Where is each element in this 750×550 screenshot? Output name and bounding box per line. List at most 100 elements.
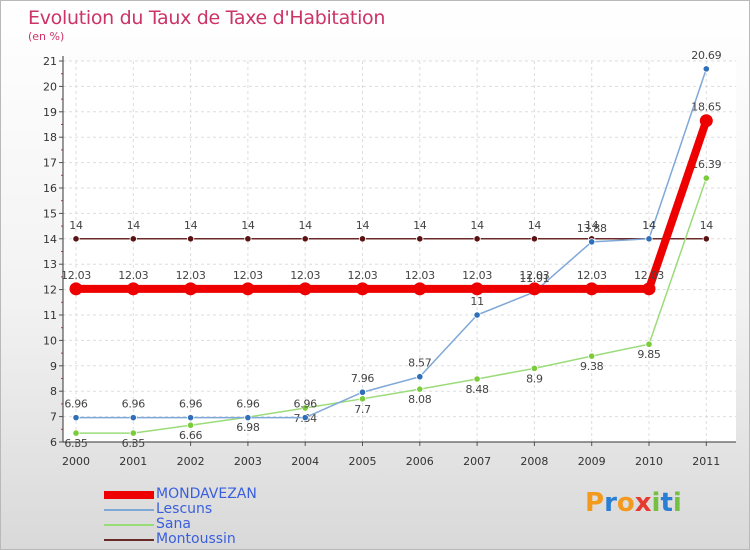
data-label-lescuns: 7.96 [351,372,375,385]
x-tick-label: 2001 [119,455,147,468]
legend-swatch-montoussin [104,539,154,541]
logo-letter: r [604,488,617,518]
data-point-sana [645,340,653,348]
data-label-sana: 6.66 [179,429,203,442]
series-line-lescuns [75,68,708,419]
data-label-montoussin: 14 [298,219,312,232]
data-label-sana: 6.98 [236,421,260,434]
data-label-sana: 9.38 [580,360,604,373]
data-label-montoussin: 14 [470,219,484,232]
data-label-mondavezan: 12.03 [634,269,664,282]
x-tick-label: 2005 [349,455,377,468]
x-tick-label: 2007 [463,455,491,468]
data-point-montoussin [530,235,539,243]
x-tick-label: 2011 [692,455,720,468]
logo-letter: i [672,488,682,518]
data-label-sana: 6.35 [122,437,146,450]
y-tick-label: 14 [43,233,57,246]
logo-letter: P [585,488,605,518]
data-point-lescuns [473,311,481,319]
data-label-sana: 7.7 [354,403,371,416]
y-tick-label: 13 [43,258,57,271]
data-point-mondavezan [126,282,140,296]
data-point-sana [358,395,367,403]
data-label-mondavezan: 18.65 [691,101,721,114]
y-tick-label: 7 [50,411,57,424]
data-point-sana [187,421,195,429]
data-point-lescuns [187,414,195,422]
data-label-lescuns: 13.88 [577,222,607,235]
x-tick-label: 2006 [406,455,434,468]
data-label-montoussin: 14 [356,219,370,232]
data-point-montoussin [416,235,424,243]
data-point-mondavezan [184,282,198,296]
data-label-montoussin: 14 [413,219,427,232]
data-label-mondavezan: 12.03 [118,269,148,282]
data-label-lescuns: 14 [642,219,656,232]
data-label-lescuns: 11.91 [519,272,549,285]
data-point-sana [702,174,710,182]
y-tick-label: 19 [43,106,57,119]
data-label-lescuns: 6.96 [179,398,203,411]
plot-area [63,61,736,442]
data-label-lescuns: 6.96 [236,398,260,411]
data-point-mondavezan [356,282,369,296]
data-point-sana [72,429,80,437]
data-point-montoussin [473,235,481,243]
data-label-sana: 9.85 [637,348,661,361]
legend-label-mondavezan: MONDAVEZAN [156,486,257,502]
legend-label-lescuns: Lescuns [156,501,213,517]
data-label-mondavezan: 12.03 [290,269,320,282]
data-point-lescuns [645,235,653,243]
data-label-lescuns: 6.96 [122,398,146,411]
data-point-lescuns [416,373,424,381]
data-point-sana [588,352,596,360]
x-tick-label: 2008 [520,455,548,468]
data-point-sana [129,429,137,437]
data-point-lescuns [702,65,710,73]
data-label-sana: 8.08 [408,393,432,406]
data-label-mondavezan: 12.03 [405,269,435,282]
data-point-lescuns [244,414,252,422]
legend-label-montoussin: Montoussin [156,531,236,547]
data-point-sana [473,375,481,383]
data-label-mondavezan: 12.03 [61,269,91,282]
data-point-lescuns [588,238,596,246]
y-tick-label: 18 [43,131,57,144]
y-tick-label: 16 [43,182,57,195]
y-tick-label: 15 [43,207,57,220]
data-point-sana [301,404,309,412]
data-point-sana [416,385,424,393]
data-label-mondavezan: 12.03 [462,269,492,282]
data-point-lescuns [358,388,367,396]
y-tick-label: 9 [50,360,57,373]
data-point-mondavezan [699,114,713,128]
y-tick-label: 21 [43,55,57,68]
data-label-montoussin: 14 [69,219,83,232]
data-label-mondavezan: 12.03 [577,269,607,282]
data-point-mondavezan [298,282,312,296]
logo-letter: i [651,488,661,518]
series-line-sana [75,177,708,434]
data-label-montoussin: 14 [127,219,141,232]
data-label-montoussin: 14 [585,219,599,232]
x-tick-label: 2004 [291,455,319,468]
data-label-montoussin: 14 [700,219,714,232]
data-point-mondavezan [413,282,427,296]
data-point-mondavezan [470,282,484,296]
data-label-mondavezan: 12.03 [233,269,263,282]
data-point-lescuns [129,414,137,422]
data-label-lescuns: 11 [470,295,483,308]
y-tick-label: 20 [43,80,57,93]
legend-swatch-mondavezan [104,491,154,499]
y-tick-label: 17 [43,157,57,170]
x-tick-label: 2002 [177,455,205,468]
data-label-lescuns: 6.96 [294,398,318,411]
unit-label: (en %) [28,30,65,43]
data-label-lescuns: 20.69 [691,49,721,62]
data-label-mondavezan: 12.03 [176,269,206,282]
data-label-montoussin: 14 [528,219,542,232]
logo-letter: t [660,488,673,518]
data-point-montoussin [301,235,309,243]
